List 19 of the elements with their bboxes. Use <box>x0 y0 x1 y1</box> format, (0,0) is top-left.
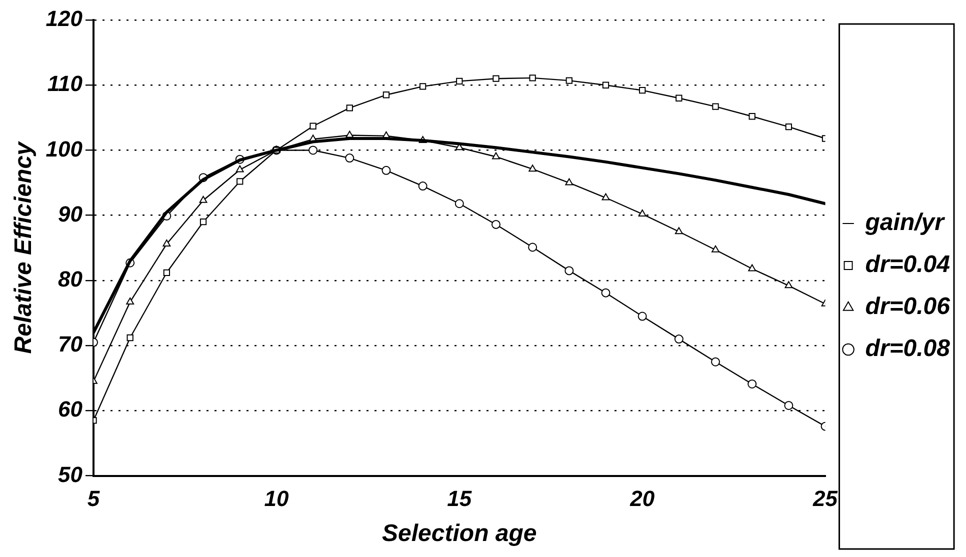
y-axis-title: Relative Efficiency <box>10 140 38 354</box>
y-tick-label: 90 <box>58 201 84 226</box>
x-tick-label: 20 <box>629 486 656 512</box>
legend-label: dr=0.06 <box>865 293 951 320</box>
x-tick-label: 5 <box>87 486 100 512</box>
x-axis-title: Selection age <box>382 520 537 548</box>
y-tick-label: 70 <box>58 332 84 357</box>
y-tick-label: 100 <box>46 136 84 162</box>
y-tick-label: 60 <box>58 396 84 422</box>
y-tick-label: 80 <box>58 266 84 292</box>
legend-label: gain/yr <box>864 209 946 236</box>
x-tick-label: 10 <box>264 486 290 512</box>
x-tick-label: 25 <box>812 486 838 512</box>
y-tick-label: 50 <box>58 462 84 487</box>
legend-label: dr=0.08 <box>865 335 951 362</box>
y-tick-label: 120 <box>46 6 84 32</box>
legend-label: dr=0.04 <box>865 251 950 278</box>
y-tick-label: 110 <box>47 71 84 96</box>
x-tick-label: 15 <box>447 486 472 512</box>
